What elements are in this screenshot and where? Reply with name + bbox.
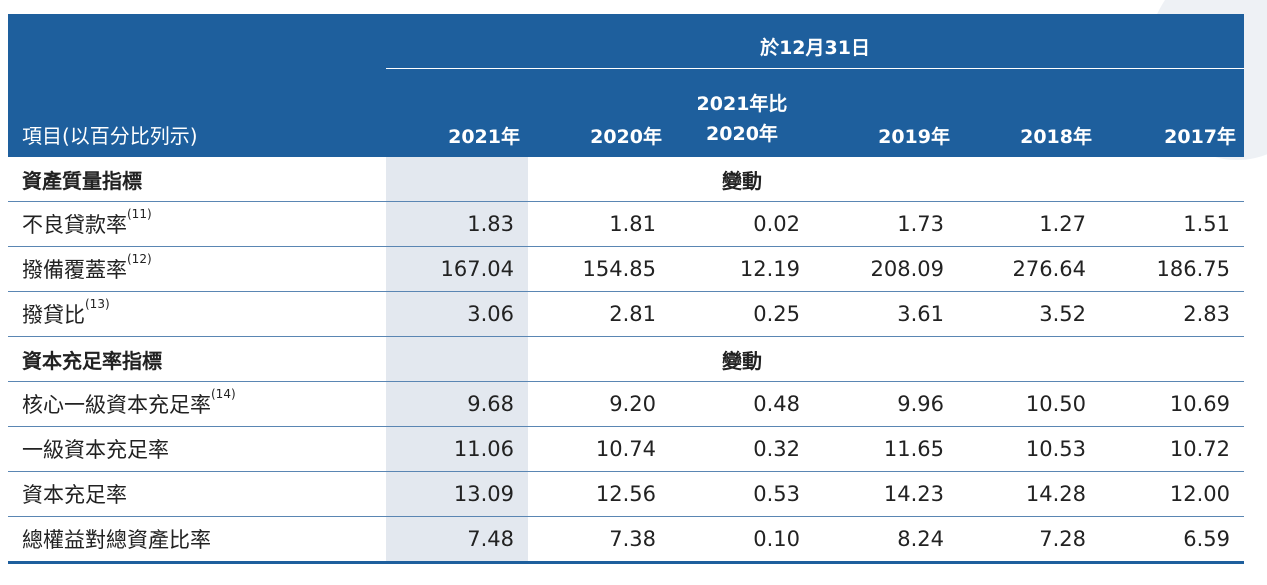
value-change: 0.32 <box>670 426 814 472</box>
value-2021: 1.83 <box>386 201 528 247</box>
value-2021: 9.68 <box>386 381 528 427</box>
table-row: 核心一級資本充足率(14) 9.68 9.20 0.48 9.96 10.50 … <box>8 381 1245 427</box>
value-2019: 1.73 <box>814 201 958 247</box>
value-2017: 10.72 <box>1100 426 1245 472</box>
value-2017: 1.51 <box>1100 201 1245 247</box>
col-2017-header: 2017年 <box>1100 68 1245 157</box>
col-2020-header: 2020年 <box>528 68 670 157</box>
value-2021: 11.06 <box>386 426 528 472</box>
col-2018-header: 2018年 <box>958 68 1100 157</box>
value-2020: 10.74 <box>528 426 670 472</box>
section-title: 資本充足率指標 <box>8 336 386 382</box>
value-2021: 7.48 <box>386 516 528 564</box>
value-change: 12.19 <box>670 246 814 292</box>
section-header-row: 資本充足率指標 變動 <box>8 336 1245 382</box>
section-title: 資產質量指標 <box>8 157 386 202</box>
header-blank <box>8 14 386 69</box>
shaded-cell <box>386 336 528 382</box>
value-2019: 14.23 <box>814 471 958 517</box>
value-2021: 167.04 <box>386 246 528 292</box>
item-column-header: 項目(以百分比列示) <box>8 68 386 157</box>
table-row: 撥貸比(13) 3.06 2.81 0.25 3.61 3.52 2.83 <box>8 291 1245 337</box>
value-2017: 186.75 <box>1100 246 1245 292</box>
value-2018: 14.28 <box>958 471 1100 517</box>
row-label: 核心一級資本充足率(14) <box>8 381 386 427</box>
value-2017: 6.59 <box>1100 516 1245 564</box>
row-label: 一級資本充足率 <box>8 426 386 472</box>
value-2020: 154.85 <box>528 246 670 292</box>
section-header-row: 資產質量指標 變動 <box>8 157 1245 202</box>
value-2019: 11.65 <box>814 426 958 472</box>
col-change-line1: 2021年比 <box>696 93 788 115</box>
table-row: 總權益對總資產比率 7.48 7.38 0.10 8.24 7.28 6.59 <box>8 516 1245 564</box>
row-label: 總權益對總資產比率 <box>8 516 386 564</box>
row-label: 資本充足率 <box>8 471 386 517</box>
footnote-marker: (11) <box>127 207 152 221</box>
col-2019-header: 2019年 <box>814 68 958 157</box>
value-2017: 10.69 <box>1100 381 1245 427</box>
change-label: 變動 <box>670 336 814 382</box>
value-2020: 2.81 <box>528 291 670 337</box>
value-2019: 208.09 <box>814 246 958 292</box>
table-row: 撥備覆蓋率(12) 167.04 154.85 12.19 208.09 276… <box>8 246 1245 292</box>
col-change-header: 2021年比 2020年 <box>670 68 814 157</box>
value-2018: 276.64 <box>958 246 1100 292</box>
change-label: 變動 <box>670 157 814 202</box>
value-2018: 10.50 <box>958 381 1100 427</box>
value-2020: 7.38 <box>528 516 670 564</box>
table-row: 一級資本充足率 11.06 10.74 0.32 11.65 10.53 10.… <box>8 426 1245 472</box>
shaded-cell <box>386 157 528 202</box>
value-2019: 9.96 <box>814 381 958 427</box>
value-2018: 3.52 <box>958 291 1100 337</box>
value-2020: 12.56 <box>528 471 670 517</box>
value-2017: 2.83 <box>1100 291 1245 337</box>
table-row: 不良貸款率(11) 1.83 1.81 0.02 1.73 1.27 1.51 <box>8 201 1245 247</box>
value-2018: 10.53 <box>958 426 1100 472</box>
footnote-marker: (12) <box>127 252 152 266</box>
value-2020: 9.20 <box>528 381 670 427</box>
row-label: 不良貸款率(11) <box>8 201 386 247</box>
value-change: 0.25 <box>670 291 814 337</box>
col-change-line2: 2020年 <box>706 123 778 145</box>
value-change: 0.53 <box>670 471 814 517</box>
value-change: 0.48 <box>670 381 814 427</box>
value-change: 0.02 <box>670 201 814 247</box>
footnote-marker: (14) <box>211 387 236 401</box>
value-2020: 1.81 <box>528 201 670 247</box>
value-2021: 3.06 <box>386 291 528 337</box>
value-2019: 3.61 <box>814 291 958 337</box>
asset-quality-capital-table: 於12月31日 項目(以百分比列示) 2021年 2020年 2021年比 20… <box>8 14 1245 564</box>
date-header: 於12月31日 <box>386 14 1245 69</box>
col-2021-header: 2021年 <box>386 68 528 157</box>
value-change: 0.10 <box>670 516 814 564</box>
value-2018: 1.27 <box>958 201 1100 247</box>
value-2017: 12.00 <box>1100 471 1245 517</box>
table-row: 資本充足率 13.09 12.56 0.53 14.23 14.28 12.00 <box>8 471 1245 517</box>
row-label: 撥貸比(13) <box>8 291 386 337</box>
financial-table-container: 於12月31日 項目(以百分比列示) 2021年 2020年 2021年比 20… <box>8 14 1245 564</box>
footnote-marker: (13) <box>85 297 110 311</box>
row-label: 撥備覆蓋率(12) <box>8 246 386 292</box>
value-2018: 7.28 <box>958 516 1100 564</box>
value-2019: 8.24 <box>814 516 958 564</box>
value-2021: 13.09 <box>386 471 528 517</box>
